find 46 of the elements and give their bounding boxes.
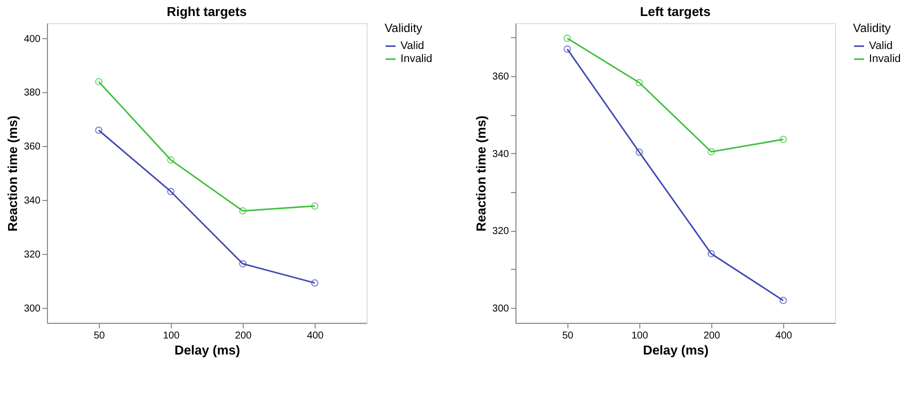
chart-title: Left targets xyxy=(640,4,711,20)
y-tick-label: 340 xyxy=(24,196,41,207)
point xyxy=(95,78,102,86)
y-axis-title: Reaction time (ms) xyxy=(473,115,488,232)
x-tick-label: 50 xyxy=(94,330,106,342)
x-axis-title: Delay (ms) xyxy=(174,342,240,358)
legend-title: Validity xyxy=(384,21,422,36)
y-tick-label: 340 xyxy=(492,148,510,160)
x-tick-label: 100 xyxy=(631,330,649,342)
point xyxy=(564,34,571,42)
point xyxy=(708,250,715,258)
y-tick-label: 360 xyxy=(24,142,41,153)
point xyxy=(636,78,643,86)
y-tick-label: 380 xyxy=(24,88,41,99)
x-tick-label: 200 xyxy=(703,330,721,342)
point xyxy=(167,156,174,164)
x-tick-label: 50 xyxy=(562,330,574,342)
point xyxy=(239,207,246,215)
point xyxy=(311,202,318,210)
y-tick-label: 300 xyxy=(24,304,41,315)
x-tick-label: 400 xyxy=(775,330,793,342)
point xyxy=(239,260,246,268)
legend-label: Invalid xyxy=(869,53,901,66)
chart-title: Right targets xyxy=(166,4,247,20)
y-tick-label: 320 xyxy=(492,226,510,238)
point xyxy=(780,136,787,144)
y-tick-label: 320 xyxy=(24,250,41,261)
legend-label: Valid xyxy=(400,40,424,52)
x-tick-label: 100 xyxy=(162,330,180,342)
x-tick-label: 200 xyxy=(234,330,252,342)
point xyxy=(708,148,715,156)
y-tick-label: 360 xyxy=(492,72,510,83)
legend-label: Invalid xyxy=(400,53,432,66)
legend-label: Valid xyxy=(869,40,893,52)
x-axis-title: Delay (ms) xyxy=(642,342,709,358)
point xyxy=(311,279,318,287)
point xyxy=(95,126,102,134)
point xyxy=(564,45,571,53)
point xyxy=(780,296,787,304)
y-axis-title: Reaction time (ms) xyxy=(4,115,20,232)
y-tick-label: 400 xyxy=(24,34,41,45)
point xyxy=(636,148,643,156)
point xyxy=(167,188,174,196)
legend-title: Validity xyxy=(853,21,891,36)
x-tick-label: 400 xyxy=(306,330,324,342)
y-tick-label: 300 xyxy=(492,303,510,314)
